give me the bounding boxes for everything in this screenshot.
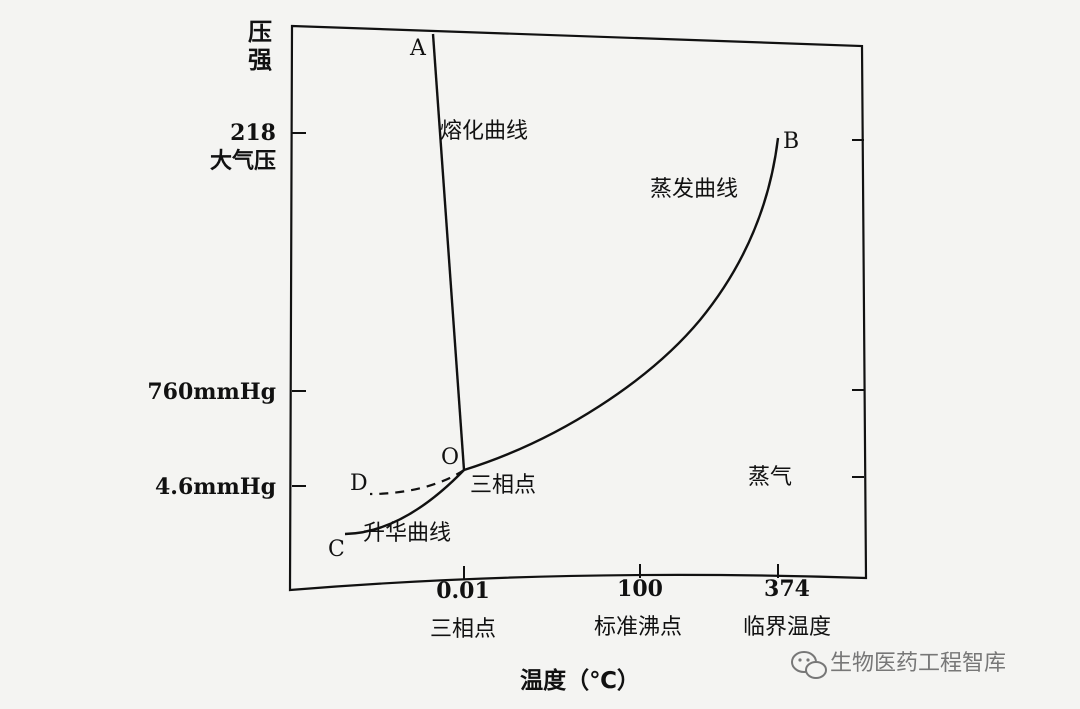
point-label-b: B	[783, 129, 799, 154]
x-tick-label-374: 374	[764, 576, 810, 602]
plot-frame	[288, 24, 868, 592]
x-tick-label-0-01: 0.01	[436, 578, 490, 604]
melting-curve	[431, 33, 466, 471]
y-axis-label-char-1: 压	[248, 18, 272, 46]
x-tick-name-boiling: 标准沸点	[594, 615, 682, 640]
evaporation-curve	[463, 137, 780, 472]
x-tick-name-critical: 临界温度	[743, 615, 831, 640]
triple-point-annotation: 三相点	[470, 473, 536, 498]
metastable-curve	[369, 469, 465, 496]
x-tick-name-triple: 三相点	[430, 617, 496, 642]
y-tick-label-4-6: 4.6mmHg	[155, 474, 276, 500]
melting-curve-label: 熔化曲线	[440, 119, 528, 144]
y-tick-label-760: 760mmHg	[147, 379, 276, 405]
y-tick-label-atm: 大气压	[210, 148, 276, 174]
point-label-a: A	[409, 36, 427, 61]
y-axis-label-char-2: 强	[248, 46, 272, 74]
point-label-c: C	[328, 537, 345, 562]
watermark-text: 生物医药工程智库	[830, 651, 1006, 676]
point-label-o: O	[441, 445, 459, 470]
x-tick-label-100: 100	[617, 576, 663, 602]
y-tick-label-218: 218	[230, 120, 276, 146]
point-label-d: D	[350, 471, 368, 496]
vapor-region-label: 蒸气	[748, 465, 792, 490]
sublimation-curve-label: 升华曲线	[363, 521, 451, 546]
wechat-icon	[791, 651, 827, 679]
evaporation-curve-label: 蒸发曲线	[650, 177, 738, 202]
sublimation-curve	[344, 469, 465, 536]
x-axis-label: 温度（℃）	[520, 667, 640, 694]
